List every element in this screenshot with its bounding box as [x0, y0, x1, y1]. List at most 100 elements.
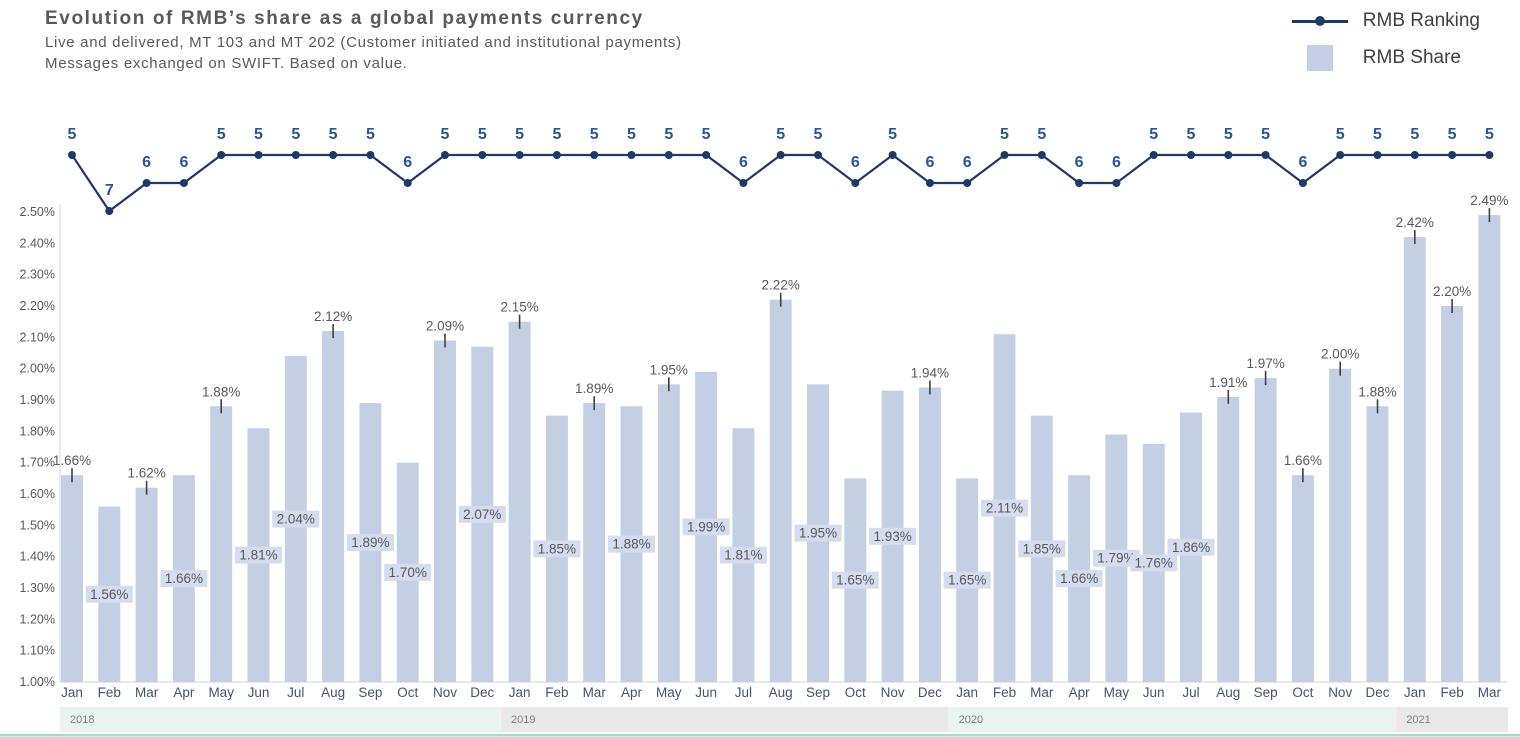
rmb-share-bar [210, 406, 233, 682]
ranking-point-icon [366, 151, 375, 159]
share-value-label: 1.66% [165, 571, 203, 586]
y-axis-tick-label: 1.80% [20, 424, 55, 438]
share-value-label: 1.85% [538, 541, 576, 556]
ranking-value-label: 5 [1410, 126, 1419, 143]
share-value-label: 2.04% [277, 512, 315, 527]
year-band [948, 707, 1397, 732]
year-band-label: 2018 [70, 714, 94, 726]
ranking-value-label: 6 [963, 154, 972, 171]
legend-item-rmb-share: RMB Share [1292, 45, 1480, 71]
share-value-label: 1.65% [948, 573, 986, 588]
ranking-point-icon [1298, 179, 1307, 187]
ranking-point-icon [627, 151, 636, 159]
share-value-label: 1.70% [389, 565, 427, 580]
x-axis-month-label: Mar [1030, 685, 1054, 700]
ranking-value-label: 6 [925, 154, 934, 171]
ranking-point-icon [1149, 151, 1158, 159]
ranking-value-label: 6 [1075, 154, 1084, 171]
x-axis-month-label: Sep [358, 685, 382, 700]
x-axis-month-label: Feb [993, 685, 1016, 700]
rmb-share-bar [1441, 306, 1464, 682]
legend-swatch-icon [1306, 45, 1333, 71]
share-value-label-bg [1167, 538, 1215, 556]
share-value-label: 2.00% [1321, 347, 1359, 362]
share-value-label: 1.76% [1135, 555, 1173, 570]
share-value-label-bg [384, 563, 432, 581]
ranking-point-icon [68, 151, 76, 159]
ranking-point-icon [1485, 151, 1494, 159]
year-band-label: 2021 [1406, 714, 1430, 726]
year-band-label: 2019 [511, 714, 535, 726]
ranking-point-icon [1336, 151, 1345, 159]
share-value-label: 1.95% [650, 362, 688, 377]
rmb-share-bar [1291, 475, 1314, 682]
ranking-point-icon [1187, 151, 1195, 159]
x-axis-month-label: Aug [321, 685, 345, 700]
x-axis-month-label: Dec [918, 685, 942, 700]
ranking-point-icon [776, 151, 785, 159]
ranking-point-icon [1224, 151, 1233, 159]
ranking-point-icon [702, 151, 711, 159]
ranking-value-label: 5 [776, 126, 785, 143]
ranking-value-label: 5 [68, 126, 77, 143]
rmb-share-bar [1217, 396, 1240, 682]
y-axis-tick-label: 1.00% [20, 675, 55, 689]
ranking-point-icon [590, 151, 599, 159]
ranking-point-icon [888, 151, 897, 159]
share-value-label: 1.86% [1172, 540, 1210, 555]
share-value-label-bg [1055, 570, 1103, 588]
share-value-label: 2.15% [500, 300, 538, 315]
chart-subtitle-line-2: Messages exchanged on SWIFT. Based on va… [45, 55, 408, 72]
ranking-value-label: 5 [1037, 126, 1046, 143]
ranking-line [71, 153, 1490, 213]
x-axis-month-label: Apr [1069, 685, 1091, 700]
y-axis-tick-label: 1.90% [20, 393, 55, 407]
share-value-label: 2.42% [1396, 215, 1434, 230]
rmb-share-bar [769, 299, 792, 682]
x-axis-month-label: Mar [583, 685, 607, 700]
x-axis-month-label: Apr [173, 685, 195, 700]
share-bar-swatch-icon [1292, 45, 1348, 71]
share-value-label: 1.97% [1246, 356, 1284, 371]
share-value-label: 1.88% [202, 384, 240, 399]
legend-label-rmb-ranking: RMB Ranking [1362, 10, 1480, 31]
share-value-label: 2.22% [762, 278, 800, 293]
share-value-label: 2.20% [1433, 284, 1471, 299]
share-value-label-bg [981, 499, 1028, 517]
x-axis-month-label: Mar [1478, 685, 1502, 700]
y-axis-tick-label: 2.50% [20, 205, 55, 219]
share-value-label-bg [458, 505, 506, 523]
ranking-line-marker-icon [1291, 8, 1348, 34]
share-value-label-bg [85, 585, 133, 603]
share-value-label: 1.99% [687, 519, 725, 534]
x-axis-month-label: Jul [1182, 685, 1199, 700]
share-value-label-bg [719, 546, 767, 564]
x-axis-month-label: Sep [806, 685, 830, 700]
ranking-value-label: 6 [1298, 154, 1307, 171]
share-value-label-bg [1130, 554, 1178, 572]
rmb-share-bar [918, 387, 941, 682]
ranking-value-label: 5 [590, 126, 599, 143]
x-axis-month-label: Oct [845, 685, 866, 700]
rmb-share-bar [61, 475, 83, 682]
share-value-label-bg [346, 534, 394, 552]
x-axis-month-label: Apr [621, 685, 643, 700]
ranking-value-label: 5 [814, 126, 823, 143]
chart-title: Evolution of RMB’s share as a global pay… [45, 8, 644, 29]
ranking-point-icon [664, 151, 673, 159]
y-axis-tick-label: 1.10% [20, 644, 55, 658]
year-band [501, 707, 949, 732]
ranking-point-icon [1037, 151, 1046, 159]
x-axis-month-label: Nov [1328, 685, 1352, 700]
rmb-share-bar [1329, 368, 1352, 682]
ranking-point-icon [217, 151, 226, 159]
share-value-label-bg [160, 570, 208, 588]
x-axis-month-label: Feb [545, 685, 568, 700]
ranking-point-icon [1000, 151, 1009, 159]
share-value-label-bg [869, 527, 917, 545]
ranking-value-label: 6 [142, 154, 151, 171]
footer-rule [0, 734, 1520, 737]
rmb-share-bar [657, 384, 680, 682]
y-axis-tick-label: 2.10% [20, 330, 55, 344]
